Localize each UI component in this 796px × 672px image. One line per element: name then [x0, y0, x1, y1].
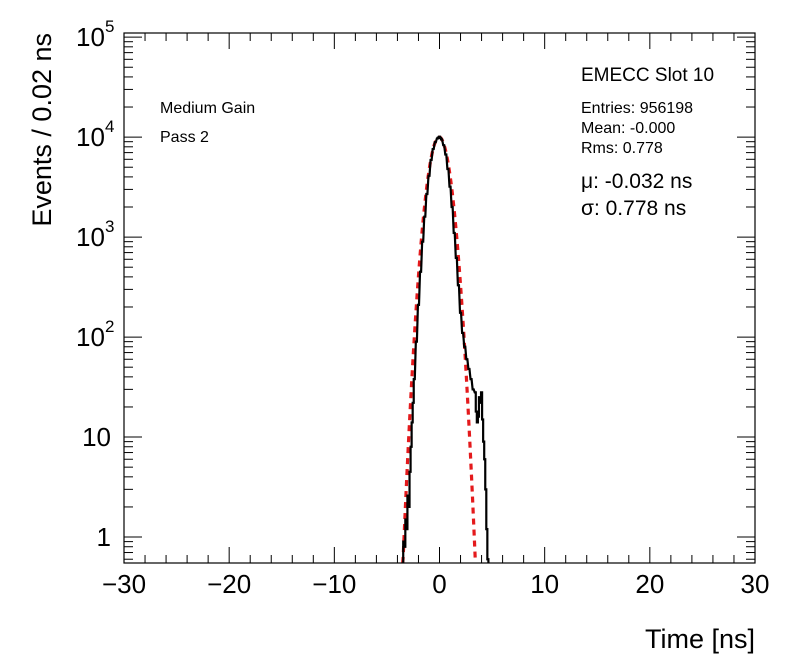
x-tick-label: 20	[635, 569, 664, 599]
stat-entries: Entries: 956198	[581, 100, 693, 117]
y-tick-label: 10 4	[76, 117, 114, 152]
y-tick-base: 10	[76, 22, 105, 52]
plot-frame	[123, 32, 756, 564]
data-histogram	[402, 135, 490, 564]
y-tick-base: 10	[76, 222, 105, 252]
y-tick-exponent: 2	[105, 317, 114, 336]
stat-mean: Mean: -0.000	[581, 120, 675, 137]
chart-title: EMECC Slot 10	[581, 65, 714, 86]
y-tick-base: 10	[76, 122, 105, 152]
y-axis-label: Events / 0.02 ns	[27, 33, 57, 227]
y-tick-label: 10 2	[76, 317, 114, 352]
fit-sigma-label: σ: 0.778 ns	[581, 197, 686, 220]
x-tick-label: 0	[432, 569, 446, 599]
y-tick-label: 10 5	[76, 17, 114, 52]
x-axis-label: Time [ns]	[645, 624, 755, 654]
x-tick-label: −10	[312, 569, 356, 599]
y-tick-exponent: 4	[105, 117, 114, 136]
axis-ticks	[123, 33, 756, 563]
y-tick-label: 10	[82, 422, 111, 452]
y-tick-exponent: 5	[105, 17, 114, 36]
y-tick-label: 10 3	[76, 217, 114, 252]
fit-mu-label: μ: -0.032 ns	[581, 170, 692, 193]
x-tick-labels: −30 −20 −10 0 10 20 30	[102, 569, 770, 599]
x-tick-label: −30	[102, 569, 146, 599]
x-tick-label: 10	[530, 569, 559, 599]
x-tick-label: −20	[207, 569, 251, 599]
x-tick-label: 30	[741, 569, 770, 599]
gain-label: Medium Gain	[160, 100, 255, 117]
y-tick-base: 10	[76, 322, 105, 352]
y-tick-label: 1	[97, 522, 111, 552]
y-tick-exponent: 3	[105, 217, 114, 236]
stat-rms: Rms: 0.778	[581, 140, 663, 157]
pass-label: Pass 2	[160, 129, 209, 146]
